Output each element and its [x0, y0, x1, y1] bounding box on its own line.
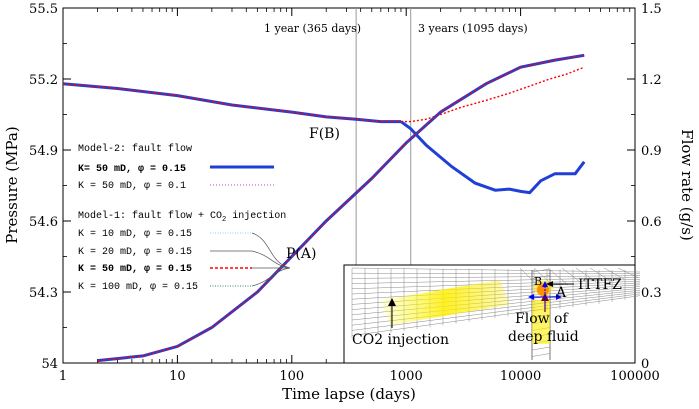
- mesh-line: [531, 268, 551, 273]
- legend-item-m1-1: K = 20 mD, φ = 0.15: [78, 247, 192, 258]
- inset-label-b: B: [534, 275, 542, 288]
- inset-label-ittfz: ITTFZ: [578, 277, 622, 293]
- series-pressure-common-overlay: [62, 83, 401, 123]
- x-axis-title: Time lapse (days): [282, 385, 416, 403]
- legend-item-m1-0: K = 10 mD, φ = 0.15: [78, 229, 192, 240]
- y-left-axis-title: Pressure (MPa): [3, 126, 21, 243]
- legend-model1-title-suffix: injection: [226, 210, 286, 222]
- b-arrowhead-up: [542, 281, 548, 287]
- mesh-line: [531, 346, 551, 351]
- y-left-tick-label: 54.6: [29, 215, 58, 230]
- x-tick-label: 10000: [500, 369, 541, 384]
- b-arrowhead-left: [528, 294, 534, 300]
- b-arrowhead-right: [556, 294, 562, 300]
- mesh-line: [603, 267, 625, 280]
- legend-model1-title-prefix: Model-1: fault flow + CO: [78, 210, 222, 222]
- co2-arrowhead: [388, 298, 396, 306]
- mesh-line: [561, 267, 583, 284]
- x-tick-label: 100000: [610, 369, 660, 384]
- inset-label-flow-2: deep fluid: [508, 329, 579, 345]
- mesh-line: [531, 353, 551, 357]
- legend-model1-title-sub: 2: [222, 216, 226, 224]
- inset-model-view: B ITTFZ A CO2 injection Flow of deep flu…: [343, 264, 641, 364]
- legend-item-m2-0: K= 50 mD, φ = 0.15: [78, 164, 186, 175]
- mesh-line: [589, 267, 611, 281]
- mesh-line: [351, 295, 641, 336]
- legend-item-m1-3: K = 100 mD, φ = 0.15: [78, 282, 198, 293]
- inset-label-co2: CO2 injection: [352, 332, 449, 348]
- inset-label-flow-1: Flow of: [515, 311, 569, 327]
- point-label-pa: P(A): [286, 246, 316, 262]
- legend-bracket-0: [251, 232, 291, 269]
- y-right-axis-title: Flow rate (g/s): [678, 129, 696, 241]
- ittfz-arrowhead: [546, 281, 553, 287]
- inset-label-a: A: [555, 285, 567, 301]
- y-right-tick-label: 1.2: [641, 73, 662, 88]
- y-right-tick-label: 0.3: [641, 286, 662, 301]
- point-label-fb: F(B): [309, 126, 340, 142]
- x-axis: 1 10 100 1000 10000 100000: [59, 8, 660, 384]
- x-tick-label: 1000: [390, 369, 423, 384]
- y-right-tick-label: 1.5: [641, 2, 662, 17]
- series-group: [62, 53, 586, 363]
- mesh-line: [547, 267, 569, 286]
- y-left-tick-label: 54.3: [29, 286, 58, 301]
- mesh-line: [351, 293, 641, 331]
- mesh-line: [575, 267, 597, 283]
- series-pressure-model1: [401, 66, 585, 123]
- legend-bracket-3: [251, 267, 291, 287]
- legend-item-m1-2: K = 50 mD, φ = 0.15: [78, 264, 192, 275]
- y-right-tick-label: 0: [641, 357, 649, 372]
- x-tick-label: 1: [59, 369, 67, 384]
- y-left-tick-label: 54: [41, 357, 58, 372]
- x-tick-label: 10: [169, 369, 186, 384]
- mesh-line: [351, 272, 641, 275]
- y-left-tick-label: 55.5: [29, 2, 58, 17]
- y-axis-right: 0 0.3 0.6 0.9 1.2 1.5: [627, 2, 662, 372]
- mesh-line: [617, 267, 639, 278]
- mesh-line: [351, 277, 641, 284]
- series-pressure-model2: [400, 120, 586, 195]
- x-tick-label: 100: [279, 369, 304, 384]
- series-flow-rate-overlay: [97, 54, 585, 362]
- vline-label-3-years: 3 years (1095 days): [418, 22, 528, 35]
- y-left-tick-label: 55.2: [29, 73, 58, 88]
- legend-model1-title: Model-1: fault flow + CO2 injection: [78, 210, 286, 224]
- y-axis-left: 54 54.3 54.6 54.9 55.2 55.5: [29, 2, 71, 372]
- co2-plume: [380, 280, 510, 325]
- legend-item-m2-1: K = 50 mD, φ = 0.1: [78, 181, 186, 192]
- legend-model2-title: Model-2: fault flow: [78, 143, 192, 155]
- mesh-line: [351, 275, 641, 279]
- legend: Model-2: fault flow K= 50 mD, φ = 0.15 K…: [78, 143, 291, 293]
- legend-bracket-1: [251, 250, 291, 269]
- y-right-tick-label: 0.6: [641, 215, 662, 230]
- vline-label-1-year: 1 year (365 days): [264, 22, 361, 35]
- mesh-line: [351, 267, 641, 273]
- mesh-line: [531, 275, 551, 279]
- series-pressure-common: [62, 82, 401, 124]
- y-left-tick-label: 54.9: [29, 144, 58, 159]
- y-right-tick-label: 0.9: [641, 144, 662, 159]
